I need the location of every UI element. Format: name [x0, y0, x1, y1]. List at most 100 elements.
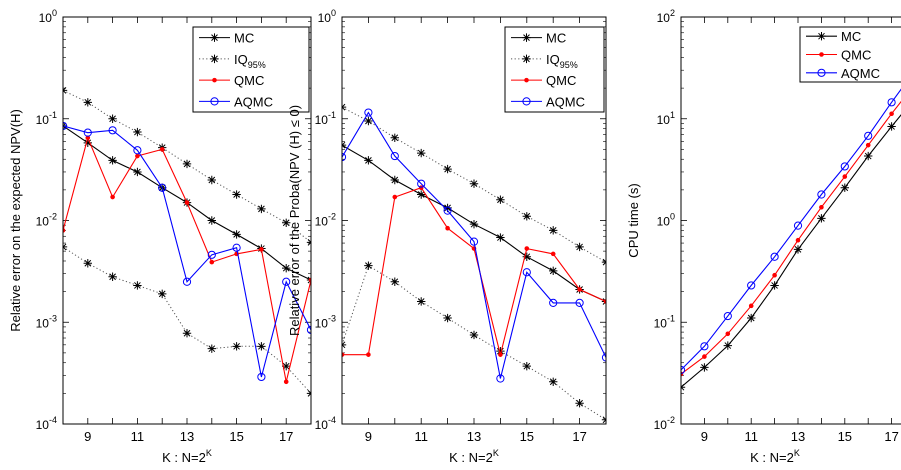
data-point-iq-lower	[496, 346, 505, 356]
data-point-mc	[770, 281, 779, 290]
y-tick-base: 10	[36, 113, 50, 127]
legend: MC IQ95% QMC AQMC	[504, 26, 605, 113]
data-point-qmc	[445, 225, 450, 231]
legend-marker	[819, 52, 824, 57]
data-point-aqmc	[390, 151, 399, 161]
data-point-qmc	[524, 246, 530, 251]
x-tick-label: 15	[229, 429, 243, 444]
data-point-aqmc	[469, 237, 479, 246]
y-tick-exponent: -4	[328, 415, 336, 425]
legend-marker	[522, 97, 531, 106]
y-tick-base: 10	[657, 215, 671, 229]
data-point-iq	[390, 133, 399, 142]
y-tick-base: 10	[657, 11, 671, 25]
series-group	[63, 86, 311, 398]
data-point-mc	[793, 245, 803, 254]
y-tick-base: 10	[315, 316, 329, 330]
data-point-mc	[390, 175, 399, 185]
legend-label: AQMC	[546, 94, 585, 109]
data-point-aqmc	[443, 206, 452, 215]
y-tick-base: 10	[318, 11, 332, 25]
y-tick-exponent: 0	[52, 8, 57, 18]
x-axis-label: K : N=2K	[449, 448, 499, 465]
data-point-mc	[522, 252, 531, 261]
data-point-iq-lower	[282, 361, 291, 371]
axes-frame	[341, 16, 607, 425]
axes-frame	[680, 16, 901, 425]
data-point-iq	[182, 159, 192, 169]
data-point-iq	[257, 204, 266, 214]
data-point-aqmc	[549, 298, 558, 307]
data-point-mc	[864, 151, 873, 161]
x-tick-label: 9	[701, 429, 708, 444]
y-tick-label: 10-2	[36, 212, 57, 229]
x-tick-label: 17	[279, 429, 293, 444]
data-point-mc	[232, 230, 241, 239]
y-tick-exponent: -3	[328, 313, 336, 323]
data-point-mc	[747, 313, 756, 323]
legend-marker	[524, 77, 529, 83]
x-tick-label: 9	[365, 429, 372, 444]
legend-marker	[210, 97, 219, 106]
y-tick-label: 10-2	[315, 212, 336, 229]
data-point-aqmc	[747, 281, 756, 290]
data-point-mc	[549, 266, 558, 276]
data-point-aqmc	[864, 131, 873, 140]
y-tick-exponent: -2	[667, 415, 675, 425]
y-tick-base: 10	[315, 418, 329, 432]
x-tick-label: 11	[744, 429, 758, 444]
x-tick-label: 15	[838, 429, 852, 444]
data-point-iq-lower	[364, 261, 373, 270]
data-point-qmc	[209, 259, 215, 265]
y-tick-label: 10-1	[654, 313, 675, 330]
data-point-aqmc	[770, 252, 779, 261]
data-point-aqmc	[282, 277, 291, 286]
data-point-aqmc	[723, 311, 732, 321]
axes-frame	[62, 16, 312, 425]
y-tick-exponent: -3	[49, 313, 57, 323]
data-point-iq-lower	[133, 281, 142, 290]
data-point-aqmc	[342, 152, 347, 162]
legend-marker	[522, 33, 531, 42]
y-axis-label: Relative error of the Proba(NPV (H) ≤ 0)	[287, 105, 302, 336]
y-axis-label: CPU time (s)	[626, 183, 641, 257]
y-tick-label: 10-1	[36, 110, 57, 127]
y-tick-base: 10	[39, 11, 53, 25]
y-tick-exponent: 1	[670, 110, 675, 120]
data-point-iq-lower	[522, 361, 531, 371]
data-point-iq	[549, 226, 558, 235]
data-point-qmc	[865, 142, 871, 148]
data-point-qmc	[772, 272, 777, 278]
data-point-iq-lower	[257, 342, 266, 351]
data-point-mc	[108, 156, 117, 165]
legend-label: IQ95%	[234, 52, 266, 70]
data-point-mc	[469, 219, 479, 229]
data-point-qmc	[889, 111, 894, 117]
data-point-qmc	[748, 303, 754, 309]
y-tick-exponent: 0	[670, 212, 675, 222]
data-point-iq-lower	[549, 377, 558, 386]
data-point-qmc	[259, 247, 264, 252]
y-tick-label: 10-3	[315, 313, 336, 330]
plot-area	[681, 17, 901, 424]
data-point-qmc	[366, 352, 371, 357]
legend-label: IQ95%	[546, 52, 578, 70]
data-point-mc	[364, 156, 373, 165]
data-point-aqmc	[840, 162, 849, 171]
y-tick-exponent: -1	[328, 110, 336, 120]
y-tick-label: 10-1	[315, 110, 336, 127]
y-tick-base: 10	[36, 215, 50, 229]
legend-marker	[817, 31, 826, 41]
legend-box	[192, 26, 310, 113]
data-point-aqmc	[182, 277, 192, 286]
legend-marker	[817, 68, 826, 77]
data-point-iq-lower	[232, 342, 241, 351]
legend: MC QMC AQMC	[799, 26, 901, 83]
data-point-aqmc	[496, 374, 505, 383]
y-tick-label: 10-2	[654, 415, 675, 432]
data-point-iq	[108, 114, 117, 123]
legend-label: QMC	[841, 48, 871, 63]
